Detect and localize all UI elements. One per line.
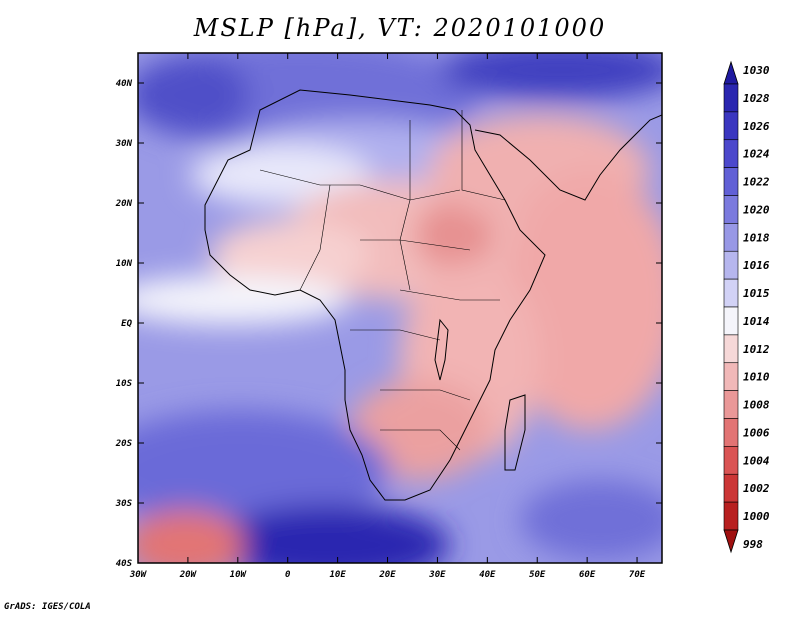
colorbar-label: 1012 — [743, 343, 770, 356]
colorbar-swatch — [723, 139, 739, 168]
lon-label: 50E — [529, 570, 546, 580]
colorbar-swatch — [723, 195, 739, 224]
lat-label: 20S — [115, 439, 133, 449]
colorbar-swatch — [723, 418, 739, 447]
lon-label: 10W — [230, 570, 248, 580]
colorbar-swatch — [723, 334, 739, 364]
colorbar-label: 1026 — [743, 120, 770, 133]
colorbar-bottom-arrow — [723, 529, 739, 554]
colorbar-label: 1004 — [743, 454, 770, 467]
lat-label: 30S — [115, 499, 133, 509]
lon-label: 30E — [428, 570, 446, 580]
colorbar-label: 1014 — [743, 315, 770, 328]
colorbar-label: 998 — [743, 538, 763, 551]
lon-label: 40E — [479, 570, 496, 580]
lat-label: 30N — [115, 139, 133, 149]
grads-credit: GrADS: IGES/COLA — [4, 602, 91, 612]
lat-label: 40S — [116, 559, 133, 569]
lat-label: 40N — [116, 79, 133, 89]
lon-label: 60E — [579, 570, 596, 580]
colorbar-label: 1002 — [743, 482, 770, 495]
colorbar-label: 1006 — [743, 426, 770, 439]
lon-label: 20E — [378, 570, 396, 580]
colorbar-label: 1028 — [743, 92, 770, 105]
colorbar-swatch — [723, 250, 739, 280]
colorbar-swatch — [723, 446, 739, 475]
lat-label: 10N — [116, 259, 133, 269]
longitude-labels: 30W 20W 10W 0 10E 20E 30E 40E 50E 60E 70E — [129, 570, 646, 580]
colorbar-swatch — [723, 390, 739, 419]
colorbar-top-arrow — [723, 60, 739, 85]
colorbar-label: 1008 — [743, 399, 770, 412]
lon-label: 70E — [629, 570, 646, 580]
colorbar-swatch — [723, 362, 739, 391]
colorbar-swatch — [723, 111, 739, 141]
colorbar-swatch — [723, 83, 739, 113]
colorbar-swatch — [723, 223, 739, 252]
colorbar-swatch — [723, 278, 739, 308]
colorbar-swatch — [723, 167, 739, 196]
colorbar-swatch — [723, 306, 739, 336]
latitude-labels: 40N 30N 20N 10N EQ 10S 20S 30S 40S — [115, 79, 133, 569]
lat-label: 20N — [115, 199, 133, 209]
axis-ticks — [137, 53, 662, 564]
map-title: MSLP [hPa], VT: 2020101000 — [193, 14, 607, 42]
colorbar-swatch — [723, 501, 739, 531]
pressure-field — [138, 53, 662, 563]
map-frame — [137, 52, 663, 564]
colorbar-label: 1020 — [743, 203, 770, 216]
lon-label: 20W — [179, 570, 198, 580]
colorbar-label: 1024 — [743, 148, 770, 161]
colorbar-label: 1018 — [743, 231, 770, 244]
colorbar-label: 1030 — [743, 64, 770, 77]
colorbar-label: 1010 — [743, 371, 770, 384]
colorbar-swatch — [723, 473, 739, 503]
lon-label: 30W — [129, 570, 148, 580]
colorbar-label: 1000 — [743, 510, 770, 523]
colorbar-label: 1022 — [743, 176, 770, 189]
colorbar: 1030 1028 1026 1024 1022 1020 1018 1016 1015 1014… — [723, 60, 770, 554]
lon-label: 0 — [285, 570, 291, 580]
country-borders — [259, 110, 506, 451]
colorbar-label: 1015 — [743, 287, 770, 300]
colorbar-label: 1016 — [743, 259, 770, 272]
lon-label: 10E — [329, 570, 346, 580]
coastlines — [204, 89, 662, 501]
lat-label: 10S — [116, 379, 133, 389]
lat-label: EQ — [121, 319, 132, 329]
